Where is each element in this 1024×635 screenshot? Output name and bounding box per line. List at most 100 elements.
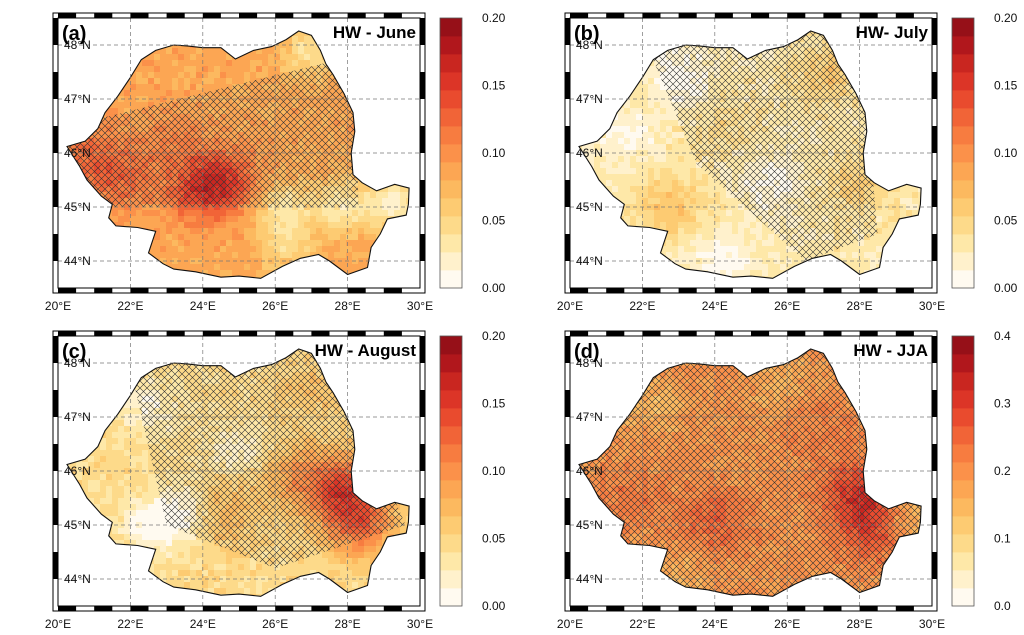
lat-tick-label: 44°N (64, 254, 91, 268)
map-figure: 44°N 45°N 46°N 47°N 48°N 20°E 22°E 24°E 26°E 28°E… (557, 329, 1011, 631)
map-border-frame (564, 330, 938, 612)
lon-tick-label: 26°E (774, 617, 800, 631)
lon-tick-label: 28°E (335, 299, 361, 313)
colorbar-label: 0.0 (994, 599, 1011, 613)
panel-letter: (c) (62, 341, 86, 363)
colorbar (951, 17, 975, 289)
lat-tick-label: 44°N (576, 254, 603, 268)
colorbar-label: 0.10 (482, 464, 506, 478)
lat-tick-label: 45°N (64, 518, 91, 532)
lon-tick-label: 24°E (190, 617, 216, 631)
map-panel-jja: 44°N 45°N 46°N 47°N 48°N 20°E 22°E 24°E 26°E 28°E… (512, 318, 1024, 635)
country-border (578, 348, 922, 597)
lat-tick-label: 48°N (64, 356, 91, 370)
colorbar (951, 335, 975, 607)
colorbar-label: 0.15 (994, 79, 1018, 93)
country-border (66, 348, 410, 597)
colorbar-label: 0.05 (482, 532, 506, 546)
lon-tick-label: 28°E (335, 617, 361, 631)
map-panel-june: 44°N 45°N 46°N 47°N 48°N 20°E 22°E 24°E 26°E 28°E… (0, 0, 512, 317)
lon-tick-label: 26°E (262, 617, 288, 631)
map-figure: 44°N 45°N 46°N 47°N 48°N 20°E 22°E 24°E 26°E 28°E… (557, 11, 1018, 313)
lat-tick-label: 47°N (64, 92, 91, 106)
map-panel-july: 44°N 45°N 46°N 47°N 48°N 20°E 22°E 24°E 26°E 28°E… (512, 0, 1024, 317)
colorbar-label: 0.20 (482, 329, 506, 343)
colorbar-label: 0.20 (994, 11, 1018, 25)
lat-tick-label: 47°N (576, 92, 603, 106)
lon-tick-label: 30°E (919, 299, 945, 313)
lon-tick-label: 30°E (407, 617, 433, 631)
lon-tick-label: 28°E (847, 617, 873, 631)
colorbar-label: 0.00 (994, 281, 1018, 295)
gridlines (570, 18, 932, 288)
lat-tick-label: 46°N (576, 146, 603, 160)
lon-tick-label: 30°E (407, 299, 433, 313)
colorbar-label: 0.05 (994, 214, 1018, 228)
colorbar (439, 335, 463, 607)
lat-tick-label: 46°N (64, 464, 91, 478)
colorbar-label: 0.3 (994, 397, 1011, 411)
colorbar-label: 0.4 (994, 329, 1011, 343)
lon-tick-label: 22°E (117, 299, 143, 313)
lon-tick-label: 26°E (774, 299, 800, 313)
colorbar-label: 0.15 (482, 397, 506, 411)
significance-hatching (68, 55, 359, 207)
panel-title: HW - August (315, 341, 417, 360)
lat-tick-label: 48°N (64, 38, 91, 52)
significance-hatching (579, 349, 922, 597)
country-border (578, 30, 922, 279)
lon-tick-label: 26°E (262, 299, 288, 313)
lat-tick-label: 44°N (576, 572, 603, 586)
significance-hatching (642, 31, 878, 261)
gridlines (58, 18, 420, 288)
map-figure: 44°N 45°N 46°N 47°N 48°N 20°E 22°E 24°E 26°E 28°E… (45, 329, 506, 631)
significance-hatching (130, 349, 406, 569)
gridlines (58, 336, 420, 606)
colorbar-label: 0.15 (482, 79, 506, 93)
colorbar-label: 0.1 (994, 532, 1011, 546)
lat-tick-label: 47°N (576, 410, 603, 424)
panel-title: HW - June (333, 23, 416, 42)
lon-tick-label: 28°E (847, 299, 873, 313)
panel-letter: (b) (574, 23, 600, 45)
colorbar-label: 0.10 (482, 146, 506, 160)
lon-tick-label: 20°E (557, 299, 583, 313)
lat-tick-label: 45°N (576, 518, 603, 532)
colorbar-label: 0.20 (482, 11, 506, 25)
lat-tick-label: 45°N (576, 200, 603, 214)
colorbar-label: 0.05 (482, 214, 506, 228)
map-border-frame (564, 12, 938, 294)
panel-letter: (a) (62, 23, 86, 45)
lon-tick-label: 22°E (629, 617, 655, 631)
lon-tick-label: 20°E (45, 299, 71, 313)
lat-tick-label: 46°N (576, 464, 603, 478)
map-border-frame (52, 330, 426, 612)
lon-tick-label: 24°E (702, 617, 728, 631)
colorbar-label: 0.10 (994, 146, 1018, 160)
colorbar (439, 17, 463, 289)
lon-tick-label: 20°E (557, 617, 583, 631)
colorbar-label: 0.2 (994, 464, 1011, 478)
lon-tick-label: 22°E (117, 617, 143, 631)
colorbar-label: 0.00 (482, 599, 506, 613)
panel-title: HW- July (856, 23, 929, 42)
map-figure: 44°N 45°N 46°N 47°N 48°N 20°E 22°E 24°E 26°E 28°E… (45, 11, 506, 313)
lon-tick-label: 22°E (629, 299, 655, 313)
country-border (66, 30, 410, 279)
lon-tick-label: 24°E (190, 299, 216, 313)
lat-tick-label: 45°N (64, 200, 91, 214)
lon-tick-label: 20°E (45, 617, 71, 631)
panel-title: HW - JJA (853, 341, 928, 360)
lat-tick-label: 47°N (64, 410, 91, 424)
lon-tick-label: 30°E (919, 617, 945, 631)
gridlines (570, 336, 932, 606)
lat-tick-label: 46°N (64, 146, 91, 160)
colorbar-label: 0.00 (482, 281, 506, 295)
lat-tick-label: 44°N (64, 572, 91, 586)
lat-tick-label: 48°N (576, 38, 603, 52)
lon-tick-label: 24°E (702, 299, 728, 313)
panel-letter: (d) (574, 341, 600, 363)
map-panel-august: 44°N 45°N 46°N 47°N 48°N 20°E 22°E 24°E 26°E 28°E… (0, 318, 512, 635)
lat-tick-label: 48°N (576, 356, 603, 370)
map-border-frame (52, 12, 426, 294)
